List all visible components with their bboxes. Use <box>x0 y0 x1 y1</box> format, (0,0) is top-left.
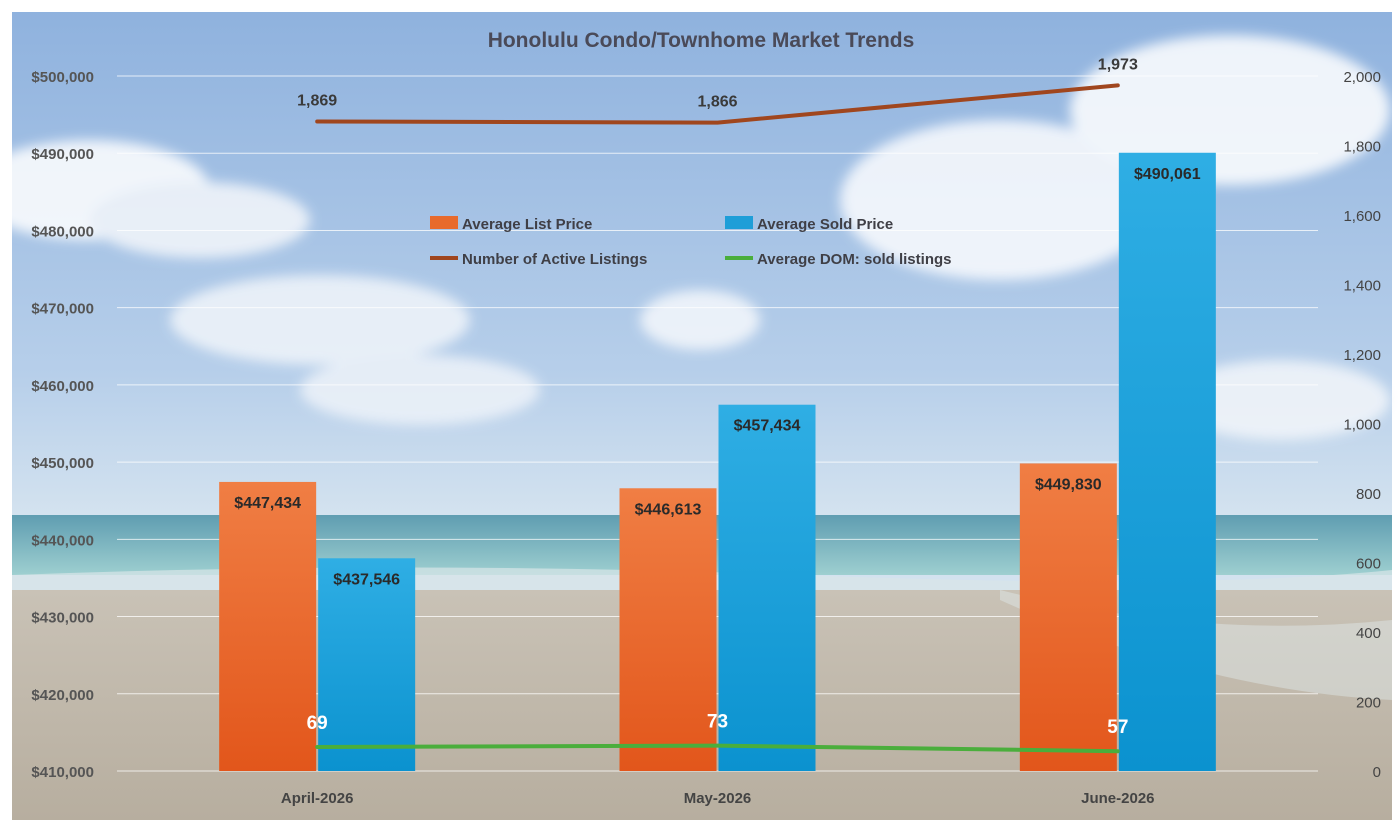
x-tick-label: April-2026 <box>281 790 354 807</box>
data-label-list-price: $449,830 <box>1035 476 1102 493</box>
bar-list-price <box>1019 463 1117 771</box>
line-average-dom <box>315 743 1120 754</box>
legend-label: Average DOM: sold listings <box>757 251 951 268</box>
bar-sold-price <box>718 404 816 771</box>
lines <box>315 83 1120 754</box>
y-right-tick-label: 1,600 <box>1343 208 1381 225</box>
y-right-tick-label: 800 <box>1356 486 1381 503</box>
legend-label: Average Sold Price <box>757 216 893 233</box>
legend: Average List Price Average Sold Price Numb… <box>430 216 951 268</box>
data-label-list-price: $447,434 <box>234 495 301 512</box>
data-label-average-dom: 69 <box>307 713 328 734</box>
bar-sold-price <box>318 558 416 771</box>
x-tick-label: May-2026 <box>684 790 752 807</box>
y-right-tick-label: 1,800 <box>1343 139 1381 156</box>
y-left-tick-label: $470,000 <box>31 301 94 318</box>
legend-label: Number of Active Listings <box>462 251 647 268</box>
y-axis-left: $410,000 $420,000 $430,000 $440,000 $450,000… <box>31 69 94 781</box>
y-left-tick-label: $480,000 <box>31 223 94 240</box>
y-right-tick-label: 1,400 <box>1343 278 1381 295</box>
data-label-active-listings: 1,866 <box>697 94 737 111</box>
x-axis: April-2026 May-2026 June-2026 <box>281 790 1155 807</box>
y-left-tick-label: $460,000 <box>31 378 94 395</box>
x-tick-label: June-2026 <box>1081 790 1154 807</box>
chart-title: Honolulu Condo/Townhome Market Trends <box>488 29 915 52</box>
y-right-tick-label: 1,200 <box>1343 347 1381 364</box>
legend-swatch <box>430 216 458 229</box>
y-left-tick-label: $430,000 <box>31 610 94 627</box>
y-left-tick-label: $420,000 <box>31 687 94 704</box>
legend-swatch <box>725 216 753 229</box>
data-label-sold-price: $490,061 <box>1134 166 1201 183</box>
y-left-tick-label: $490,000 <box>31 146 94 163</box>
data-labels: $447,434 $446,613 $449,830 $437,546 $457,434… <box>234 56 1201 738</box>
y-left-tick-label: $450,000 <box>31 455 94 472</box>
y-right-tick-label: 1,000 <box>1343 417 1381 434</box>
line-active-listings <box>315 83 1120 125</box>
legend-label: Average List Price <box>462 216 592 233</box>
bar-list-price <box>219 481 317 771</box>
y-right-tick-label: 600 <box>1356 556 1381 573</box>
y-right-tick-label: 200 <box>1356 695 1381 712</box>
bar-list-price <box>619 488 717 771</box>
y-right-tick-label: 0 <box>1373 764 1381 781</box>
bar-sold-price <box>1118 152 1216 771</box>
gridlines <box>117 75 1318 772</box>
data-label-average-dom: 73 <box>707 712 728 733</box>
data-label-active-listings: 1,973 <box>1098 56 1138 73</box>
y-left-tick-label: $410,000 <box>31 764 94 781</box>
y-left-tick-label: $500,000 <box>31 69 94 86</box>
y-right-tick-label: 400 <box>1356 625 1381 642</box>
data-label-active-listings: 1,869 <box>297 93 337 110</box>
y-right-tick-label: 2,000 <box>1343 69 1381 86</box>
data-label-sold-price: $457,434 <box>734 418 801 435</box>
bars <box>219 152 1216 771</box>
data-label-sold-price: $437,546 <box>333 571 400 588</box>
data-label-average-dom: 57 <box>1107 717 1128 738</box>
y-axis-right: 0 200 400 600 800 1,000 1,200 1,400 1,600 1,800 2,… <box>1343 69 1381 781</box>
y-left-tick-label: $440,000 <box>31 532 94 549</box>
data-label-list-price: $446,613 <box>635 501 702 518</box>
